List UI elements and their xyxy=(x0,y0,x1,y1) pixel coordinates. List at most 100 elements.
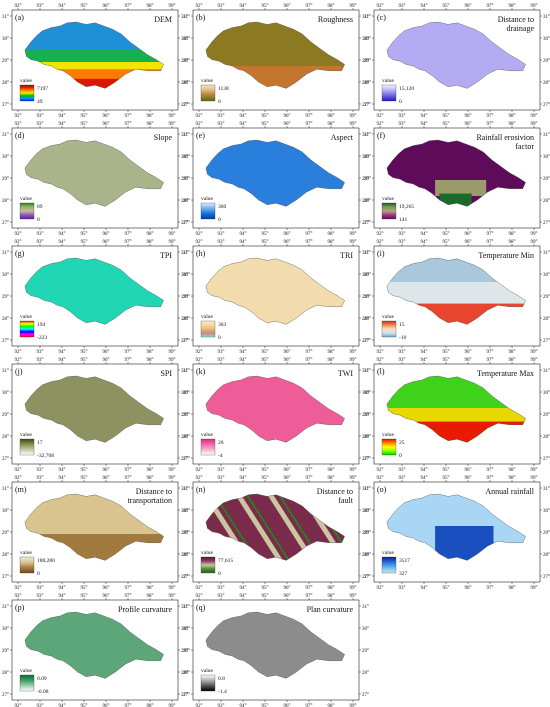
y-tick-label-right: 30° xyxy=(362,627,369,632)
y-tick-label-left: 27° xyxy=(364,457,371,462)
panel-title: Temperature Min xyxy=(478,251,534,260)
x-tick-label-top: 92° xyxy=(377,358,384,363)
x-tick-label-top: 95° xyxy=(443,240,450,245)
y-tick-label-left: 30° xyxy=(364,391,371,396)
x-tick-label-bottom: 92° xyxy=(196,114,203,119)
panel-label: (m) xyxy=(15,485,27,494)
y-tick-label-right: 29° xyxy=(543,531,550,536)
y-tick-label-left: 30° xyxy=(2,509,9,514)
y-tick-label-right: 28° xyxy=(362,199,369,204)
x-tick-label-top: 99° xyxy=(350,476,357,481)
y-tick-label-right: 31° xyxy=(181,487,188,492)
legend-ramp xyxy=(381,202,397,220)
x-tick-label-bottom: 99° xyxy=(169,586,176,591)
x-tick-label-top: 92° xyxy=(15,122,22,127)
x-tick-label-bottom: 96° xyxy=(103,114,110,119)
panel-label: (b) xyxy=(196,13,206,22)
x-tick-label-top: 98° xyxy=(147,594,154,599)
y-tick-label-left: 28° xyxy=(183,317,190,322)
panel-label: (o) xyxy=(377,485,387,494)
x-tick-label-top: 93° xyxy=(399,4,406,9)
x-tick-label-top: 98° xyxy=(509,122,516,127)
region-outline xyxy=(205,611,345,679)
x-tick-label-bottom: 96° xyxy=(103,350,110,355)
x-tick-label-bottom: 98° xyxy=(328,232,335,237)
x-tick-label-bottom: 97° xyxy=(487,114,494,119)
y-tick-label-right: 28° xyxy=(181,317,188,322)
x-tick-label-top: 99° xyxy=(531,4,538,9)
region-outline xyxy=(386,375,526,443)
x-tick-label-top: 96° xyxy=(465,4,472,9)
y-tick-label-right: 29° xyxy=(362,295,369,300)
x-tick-label-bottom: 99° xyxy=(531,114,538,119)
x-tick-label-bottom: 95° xyxy=(262,586,269,591)
legend-label: value xyxy=(382,550,394,556)
y-tick-label-left: 30° xyxy=(183,509,190,514)
y-tick-label-left: 28° xyxy=(2,317,9,322)
y-tick-label-right: 28° xyxy=(181,553,188,558)
x-tick-label-bottom: 94° xyxy=(59,586,66,591)
legend-max: 360 xyxy=(218,204,227,210)
x-tick-label-bottom: 93° xyxy=(218,232,225,237)
map-panel-n: 92° 92° 93° 93° 94° 94° 95° 95° 96° 96° 97° 97° 98° 9… xyxy=(183,476,369,591)
x-tick-label-bottom: 93° xyxy=(399,586,406,591)
y-tick-label-right: 27° xyxy=(543,575,550,580)
map-panel-j: 92° 92° 93° 93° 94° 94° 95° 95° 96° 96° 97° 97° 98° 9… xyxy=(2,358,188,473)
y-tick-label-right: 30° xyxy=(362,391,369,396)
x-tick-label-top: 95° xyxy=(81,594,88,599)
x-tick-label-bottom: 94° xyxy=(240,704,247,707)
y-tick-label-right: 31° xyxy=(543,251,550,256)
x-tick-label-top: 94° xyxy=(240,122,247,127)
legend-min: 0 xyxy=(218,99,221,105)
legend-label: value xyxy=(201,314,213,320)
y-tick-label-left: 27° xyxy=(364,339,371,344)
x-tick-label-top: 98° xyxy=(328,594,335,599)
legend-min: -10 xyxy=(399,335,407,341)
x-tick-label-bottom: 94° xyxy=(421,350,428,355)
map-panel-o: 92° 92° 93° 93° 94° 94° 95° 95° 96° 96° 97° 97° 98° 9… xyxy=(364,476,550,591)
y-tick-label-left: 31° xyxy=(2,605,9,610)
x-tick-label-top: 92° xyxy=(377,240,384,245)
x-tick-label-top: 99° xyxy=(350,594,357,599)
x-tick-label-top: 99° xyxy=(169,122,176,127)
legend-label: value xyxy=(382,432,394,438)
x-tick-label-top: 97° xyxy=(125,4,132,9)
x-tick-label-top: 95° xyxy=(443,476,450,481)
y-tick-label-right: 29° xyxy=(543,59,550,64)
y-tick-label-right: 30° xyxy=(543,37,550,42)
x-tick-label-bottom: 92° xyxy=(377,232,384,237)
y-tick-label-right: 29° xyxy=(181,413,188,418)
x-tick-label-bottom: 93° xyxy=(218,586,225,591)
y-tick-label-right: 28° xyxy=(543,81,550,86)
x-tick-label-bottom: 98° xyxy=(328,468,335,473)
y-tick-label-right: 27° xyxy=(362,339,369,344)
map-panel-g: 92° 92° 93° 93° 94° 94° 95° 95° 96° 96° 97° 97° 98° 9… xyxy=(2,240,188,355)
legend-min: -1.4 xyxy=(218,689,227,695)
legend-max: 17 xyxy=(37,440,43,446)
panel-title: TPI xyxy=(160,251,172,260)
legend-label: value xyxy=(382,314,394,320)
x-tick-label-bottom: 99° xyxy=(531,468,538,473)
x-tick-label-top: 92° xyxy=(15,240,22,245)
x-tick-label-top: 93° xyxy=(399,122,406,127)
y-tick-label-left: 31° xyxy=(2,369,9,374)
y-tick-label-right: 31° xyxy=(362,605,369,610)
y-tick-label-right: 29° xyxy=(181,531,188,536)
x-tick-label-top: 95° xyxy=(443,358,450,363)
y-tick-label-left: 30° xyxy=(2,155,9,160)
x-tick-label-top: 98° xyxy=(328,476,335,481)
x-tick-label-top: 99° xyxy=(531,122,538,127)
y-tick-label-left: 28° xyxy=(364,199,371,204)
map-panel-b: 92° 92° 93° 93° 94° 94° 95° 95° 96° 96° 97° 97° 98° 9… xyxy=(183,4,369,119)
legend-max: 25 xyxy=(399,440,405,446)
legend-label: value xyxy=(20,668,32,674)
y-tick-label-right: 30° xyxy=(362,509,369,514)
x-tick-label-bottom: 98° xyxy=(147,350,154,355)
y-tick-label-left: 31° xyxy=(364,251,371,256)
x-tick-label-top: 93° xyxy=(218,4,225,9)
legend-max: 194 xyxy=(37,322,46,328)
x-tick-label-top: 92° xyxy=(377,4,384,9)
y-tick-label-left: 30° xyxy=(183,391,190,396)
legend-ramp xyxy=(19,556,35,574)
